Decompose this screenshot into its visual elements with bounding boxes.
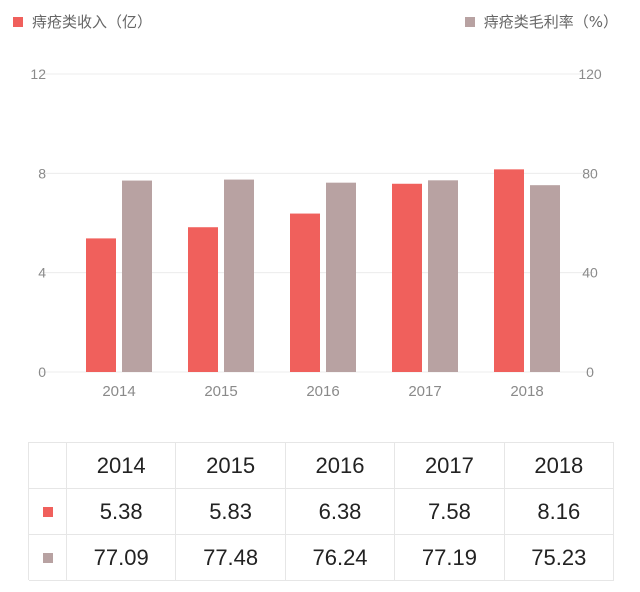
table-cell: 77.48	[176, 535, 286, 581]
bar-revenue	[494, 169, 524, 372]
bar-revenue	[392, 183, 422, 372]
data-table: 2014 2015 2016 2017 2018 5.38 5.83 6.38 …	[28, 442, 615, 581]
table-cell: 8.16	[504, 489, 615, 535]
y-right-tick-label: 80	[582, 165, 598, 181]
y-left-tick-label: 12	[30, 66, 46, 82]
y-right-tick-label: 120	[578, 66, 602, 82]
legend-label-revenue: 痔疮类收入（亿）	[32, 13, 153, 31]
table-header-cell: 2015	[176, 443, 286, 489]
x-tick-label: 2016	[306, 383, 339, 400]
table-header-cell: 2017	[395, 443, 505, 489]
legend-swatch-margin	[464, 16, 475, 27]
bar-revenue	[86, 238, 116, 372]
legend-label-margin: 痔疮类毛利率（%）	[483, 13, 618, 31]
table-header-row: 2014 2015 2016 2017 2018	[29, 443, 615, 489]
table-cell: 7.58	[395, 489, 505, 535]
legend: 痔疮类收入（亿） 痔疮类毛利率（%）	[0, 11, 640, 35]
table-cell: 76.24	[285, 535, 396, 581]
table-row-swatch-cell	[29, 489, 67, 535]
table-row-margin: 77.09 77.48 76.24 77.19 75.23	[29, 535, 615, 581]
x-tick-label: 2017	[408, 383, 441, 400]
bar-margin	[224, 179, 254, 372]
y-left-tick-label: 8	[38, 165, 46, 181]
table-cell: 6.38	[285, 489, 396, 535]
y-left-tick-label: 0	[38, 364, 46, 380]
table-cell: 5.83	[176, 489, 286, 535]
legend-swatch-revenue	[13, 16, 23, 27]
table-cell: 77.09	[67, 535, 177, 581]
table-header-cell: 2014	[67, 443, 177, 489]
bar-margin	[122, 180, 152, 372]
x-tick-label: 2014	[102, 383, 135, 400]
x-tick-label: 2015	[204, 383, 237, 400]
table-row-swatch-cell	[29, 535, 67, 581]
bar-revenue	[188, 227, 218, 372]
y-right-tick-label: 0	[586, 364, 594, 380]
table-cell: 5.38	[67, 489, 177, 535]
bar-margin	[428, 180, 458, 372]
bar-margin	[326, 182, 356, 372]
bar-margin	[530, 185, 560, 372]
y-right-tick-label: 40	[582, 265, 598, 281]
margin-swatch	[42, 552, 53, 563]
legend-item-margin[interactable]: 痔疮类毛利率（%）	[464, 11, 618, 32]
table-cell: 75.23	[504, 535, 615, 581]
table-cell: 77.19	[395, 535, 505, 581]
revenue-swatch	[42, 506, 53, 517]
legend-item-revenue[interactable]: 痔疮类收入（亿）	[13, 11, 152, 32]
bar-revenue	[290, 213, 320, 372]
table-header-cell: 2016	[285, 443, 396, 489]
x-tick-label: 2018	[510, 383, 543, 400]
table-row-revenue: 5.38 5.83 6.38 7.58 8.16	[29, 489, 615, 535]
table-corner-cell	[29, 443, 67, 489]
table-header-cell: 2018	[504, 443, 615, 489]
y-left-tick-label: 4	[38, 265, 46, 281]
